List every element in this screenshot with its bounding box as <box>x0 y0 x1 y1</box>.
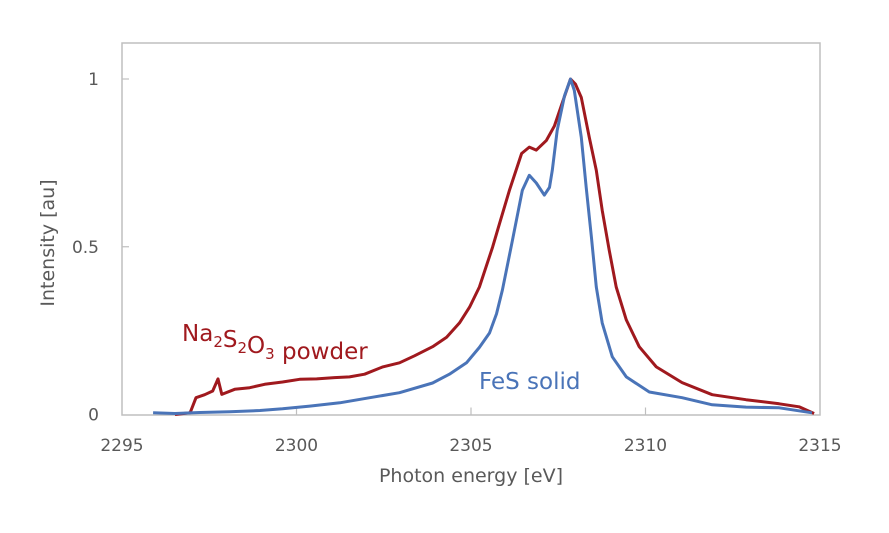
x-tick-label: 2305 <box>449 436 492 456</box>
series-line-fes <box>153 77 813 415</box>
plot-area <box>121 42 821 416</box>
x-tick-label: 2300 <box>275 436 318 456</box>
label-part: 2 <box>237 339 247 357</box>
x-tick-label: 2295 <box>100 436 143 456</box>
label-part: 3 <box>265 345 275 363</box>
x-axis: 2295 2300 2305 2310 2315 <box>100 407 842 456</box>
y-tick-label: 0 <box>88 406 99 426</box>
y-axis: 00.51 <box>72 70 129 426</box>
y-tick-label: 1 <box>88 70 99 90</box>
x-tick-label: 2315 <box>798 436 841 456</box>
label-part: powder <box>275 339 369 365</box>
y-tick-label: 0.5 <box>72 238 99 258</box>
label-part: O <box>247 333 265 359</box>
label-part: FeS solid <box>479 369 580 395</box>
x-tick-label: 2310 <box>624 436 667 456</box>
label-part: Na <box>182 321 213 347</box>
series-layer <box>153 77 815 416</box>
label-part: 2 <box>213 333 223 351</box>
label-part: S <box>223 327 238 353</box>
x-axis-title: Photon energy [eV] <box>379 465 563 487</box>
y-axis-title: Intensity [au] <box>37 179 59 306</box>
series-line-na2s2o3 <box>174 77 815 416</box>
series-label-fes: FeS solid <box>479 369 580 395</box>
series-label-na2s2o3: Na2S2O3 powder <box>182 321 368 365</box>
